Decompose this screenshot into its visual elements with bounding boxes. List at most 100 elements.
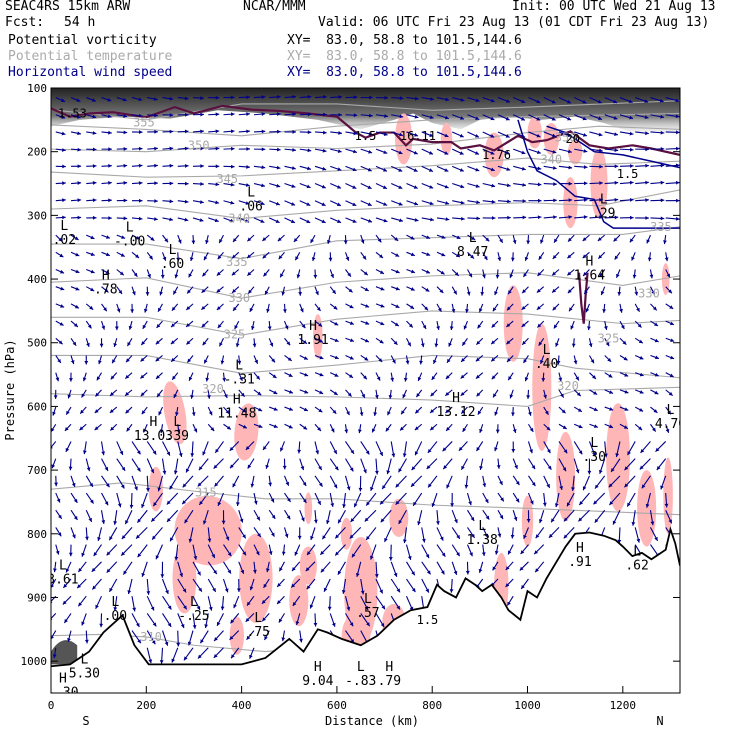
wind-vector xyxy=(574,198,588,202)
wind-vector xyxy=(375,372,381,381)
extremum-value: .02 xyxy=(53,233,76,248)
wind-vector xyxy=(85,492,95,504)
wind-vector xyxy=(650,147,665,151)
wind-vector xyxy=(269,423,278,428)
wind-vector xyxy=(284,148,296,152)
wind-vector xyxy=(513,97,526,104)
wind-vector xyxy=(571,475,575,491)
wind-vector xyxy=(619,164,634,168)
wind-vector xyxy=(645,492,651,508)
wind-vector xyxy=(405,595,414,611)
wind-vector xyxy=(385,423,392,432)
wind-vector xyxy=(573,441,583,455)
wind-vector xyxy=(506,355,514,363)
wind-vector xyxy=(284,337,291,346)
wind-vector xyxy=(375,183,388,190)
wind-vector xyxy=(207,406,213,416)
wind-vector xyxy=(100,510,106,525)
wind-vector xyxy=(476,389,484,397)
wind-vector xyxy=(306,544,316,556)
wind-vector xyxy=(238,95,250,100)
wind-vector xyxy=(330,372,339,377)
wind-vector xyxy=(86,147,97,152)
wind-vector xyxy=(375,234,382,243)
pv-extremum: H-.30 xyxy=(51,672,79,693)
extremum-type: L xyxy=(469,231,477,246)
x-axis-title: Distance (km) xyxy=(325,714,419,728)
wind-vector xyxy=(414,423,423,431)
wind-vector xyxy=(481,544,486,557)
wind-vector xyxy=(85,320,92,329)
wind-vector xyxy=(129,493,134,509)
extremum-type: H xyxy=(314,660,322,675)
wind-vector xyxy=(86,215,97,220)
wind-vector xyxy=(665,320,675,326)
wind-vector xyxy=(649,269,654,279)
wind-vector xyxy=(451,544,461,557)
wind-vector xyxy=(162,146,174,151)
wind-vector xyxy=(558,165,573,170)
wind-vector xyxy=(136,509,148,523)
isentrope-label: 325 xyxy=(598,331,620,345)
wind-vector xyxy=(329,286,337,295)
wind-vector xyxy=(253,182,266,188)
wind-vector xyxy=(284,200,296,206)
wind-vector xyxy=(390,337,398,346)
wind-vector xyxy=(451,303,456,313)
wind-vector xyxy=(417,372,423,382)
wind-vector xyxy=(116,286,123,295)
wind-vector xyxy=(230,613,240,624)
extremum-type: H xyxy=(576,541,584,556)
wind-vector xyxy=(55,337,63,345)
wind-vector xyxy=(162,199,174,204)
wind-vector xyxy=(172,286,179,295)
extremum-type: L xyxy=(364,592,372,607)
wind-vector xyxy=(467,114,480,121)
wind-vector xyxy=(635,372,644,377)
wind-vector xyxy=(247,234,255,242)
wind-vector xyxy=(429,406,438,414)
wind-vector xyxy=(169,475,179,490)
wind-vector xyxy=(519,561,529,571)
wind-vector xyxy=(238,182,250,187)
wind-vector xyxy=(55,303,65,308)
wind-vector xyxy=(513,182,527,187)
wind-vector xyxy=(283,475,290,486)
pv-positive-area-7 xyxy=(229,616,244,655)
wind-vector xyxy=(284,165,296,170)
wind-vector xyxy=(566,492,575,507)
isentrope-8 xyxy=(51,310,680,336)
x-tick-label: 0 xyxy=(48,699,55,712)
wind-vector xyxy=(421,544,430,559)
wind-vector xyxy=(217,320,224,329)
pv-contour-label: 16.11 xyxy=(400,129,436,143)
wind-vector xyxy=(602,303,607,313)
wind-vector xyxy=(360,251,367,260)
wind-vector xyxy=(91,561,102,573)
wind-vector xyxy=(162,441,171,456)
wind-vector xyxy=(635,198,649,202)
wind-vector xyxy=(528,148,542,154)
wind-vector xyxy=(124,372,133,380)
wind-vector xyxy=(305,561,316,572)
wind-vector xyxy=(283,527,289,538)
wind-vector xyxy=(357,424,362,434)
wind-vector xyxy=(604,355,612,363)
wind-vector xyxy=(70,234,79,241)
wind-vector xyxy=(665,406,672,415)
wind-vector xyxy=(619,147,634,152)
wind-vector xyxy=(497,234,504,244)
wind-vector xyxy=(466,492,472,506)
wind-vector xyxy=(116,216,128,221)
wind-vector xyxy=(634,354,644,360)
field-name-pv: Potential vorticity xyxy=(8,33,157,48)
wind-vector xyxy=(345,95,358,100)
wind-vector xyxy=(406,131,419,137)
wind-vector xyxy=(543,97,556,104)
wind-vector xyxy=(190,389,194,399)
wind-vector xyxy=(70,492,78,504)
wind-vector xyxy=(624,475,636,488)
wind-vector xyxy=(405,338,412,347)
wind-vector xyxy=(495,269,500,279)
wind-vector xyxy=(421,148,434,155)
